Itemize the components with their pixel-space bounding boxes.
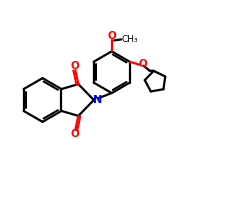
- Text: CH₃: CH₃: [121, 35, 138, 44]
- Text: O: O: [138, 59, 147, 69]
- Text: N: N: [93, 95, 102, 105]
- Text: O: O: [71, 129, 80, 139]
- Text: O: O: [107, 31, 116, 41]
- Text: O: O: [71, 61, 80, 71]
